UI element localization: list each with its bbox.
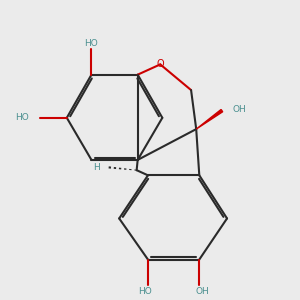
Text: HO: HO (16, 113, 29, 122)
Text: HO: HO (138, 287, 152, 296)
Polygon shape (196, 110, 223, 129)
Text: HO: HO (85, 39, 98, 48)
Text: H: H (93, 163, 100, 172)
Text: OH: OH (233, 105, 246, 114)
Text: O: O (157, 59, 164, 69)
Text: OH: OH (196, 287, 209, 296)
